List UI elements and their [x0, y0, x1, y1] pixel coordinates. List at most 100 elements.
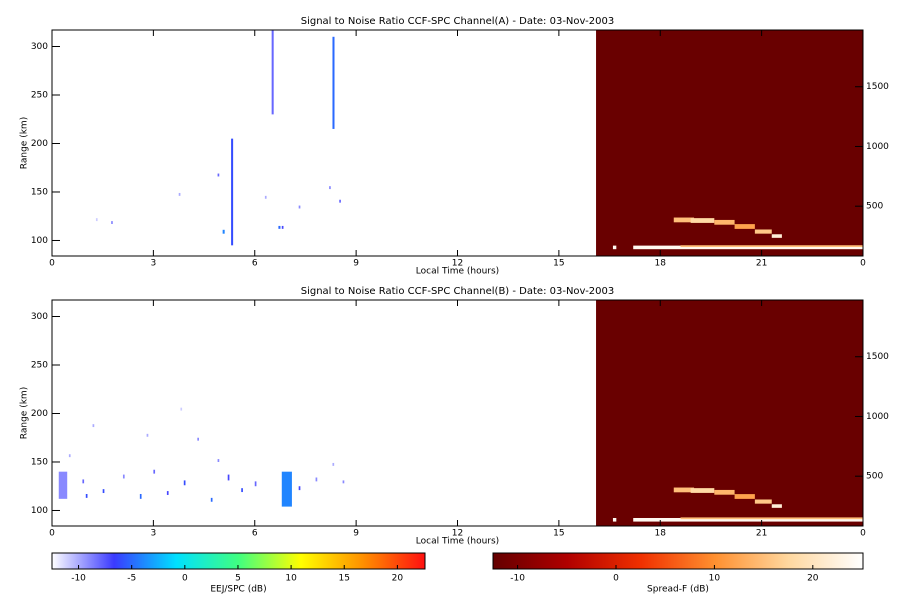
y-axis-label: Range (km) [20, 387, 30, 439]
echo-cell [339, 199, 341, 203]
x-tick-label: 9 [353, 259, 359, 269]
echo-cell [298, 486, 301, 491]
colorbar-tick-label: 20 [392, 574, 404, 584]
colorbar-tick-label: 0 [613, 574, 619, 584]
echo-cell [264, 195, 267, 199]
y-tick-label: 150 [31, 457, 48, 467]
echo-cell [111, 221, 113, 224]
echo-cell [227, 474, 230, 481]
echo-cell [210, 497, 213, 502]
y2-tick-label: 500 [866, 202, 883, 212]
echo-cell [633, 245, 863, 250]
echo-cell [153, 469, 156, 474]
plot-area [58, 300, 863, 526]
x-tick-label: 21 [756, 529, 767, 539]
x-tick-label: 18 [655, 529, 667, 539]
x-tick-label: 6 [252, 529, 258, 539]
colorbar-tick-label: 5 [235, 574, 241, 584]
echo-cell [633, 517, 863, 522]
echo-cell [146, 433, 149, 437]
colorbar-tick-label: 0 [182, 574, 188, 584]
echo-cell [690, 488, 715, 493]
echo-cell [217, 173, 220, 177]
y-tick-label: 100 [31, 506, 48, 516]
x-tick-label: 12 [452, 259, 463, 269]
y-tick-label: 300 [31, 312, 48, 322]
x-tick-label: 0 [860, 259, 866, 269]
x-tick-label: 9 [353, 529, 359, 539]
colorbar-tick-label: -5 [127, 574, 136, 584]
colorbar [51, 552, 426, 570]
echo-cell [278, 225, 281, 229]
echo-cell [734, 494, 755, 499]
echo-cell [95, 218, 98, 222]
x-tick-label: 0 [860, 529, 866, 539]
echo-cell [217, 459, 220, 462]
x-tick-label: 6 [252, 259, 258, 269]
chart-title: Signal to Noise Ratio CCF-SPC Channel(B)… [301, 286, 615, 297]
echo-cell [332, 462, 335, 466]
echo-cell [315, 477, 318, 482]
echo-cell [754, 229, 772, 234]
y-tick-label: 150 [31, 187, 48, 197]
echo-cell [122, 474, 125, 479]
echo-cell [139, 493, 142, 499]
echo-cell [92, 424, 95, 428]
echo-cell [166, 491, 169, 495]
x-tick-label: 0 [49, 259, 55, 269]
echo-cell [714, 219, 735, 225]
x-tick-label: 15 [553, 259, 564, 269]
x-tick-label: 3 [151, 529, 157, 539]
echo-cell [102, 489, 105, 494]
echo-cell [714, 489, 735, 495]
colorbar-label: Spread-F (dB) [647, 585, 709, 595]
echo-cell [281, 471, 292, 507]
plot-area [95, 30, 863, 256]
echo-cell [329, 186, 331, 190]
echo-cell [673, 217, 695, 223]
colorbar-tick-label: 10 [285, 574, 297, 584]
y-tick-label: 200 [31, 409, 48, 419]
y-tick-label: 200 [31, 139, 48, 149]
chart-title: Signal to Noise Ratio CCF-SPC Channel(A)… [301, 16, 615, 27]
echo-cell [197, 437, 199, 441]
echo-cell [342, 480, 345, 484]
y2-tick-label: 1500 [866, 82, 889, 92]
echo-cell [612, 517, 617, 522]
y2-tick-label: 1000 [866, 412, 889, 422]
x-tick-label: 0 [49, 529, 55, 539]
echo-cell [680, 245, 863, 248]
echo-cell [596, 300, 863, 526]
echo-cell [596, 30, 863, 256]
y2-tick-label: 500 [866, 472, 883, 482]
echo-cell [734, 224, 755, 229]
echo-cell [771, 234, 782, 238]
echo-cell [680, 517, 863, 520]
echo-cell [183, 480, 186, 486]
echo-cell [298, 205, 301, 209]
echo-cell [771, 504, 782, 508]
y-axis-label: Range (km) [20, 117, 30, 169]
colorbar-label: EEJ/SPC (dB) [210, 585, 266, 595]
echo-cell [178, 192, 181, 196]
echo-cell [58, 471, 68, 499]
echo-cell [271, 30, 274, 115]
x-axis-label: Local Time (hours) [416, 267, 499, 277]
echo-cell [281, 225, 284, 229]
echo-cell [690, 218, 715, 223]
echo-cell [222, 229, 225, 234]
colorbar-tick-label: 15 [339, 574, 350, 584]
x-tick-label: 3 [151, 259, 157, 269]
colorbar-tick-label: -10 [510, 574, 525, 584]
echo-cell [82, 479, 85, 484]
y2-tick-label: 1500 [866, 352, 889, 362]
colorbar [492, 552, 864, 570]
y-tick-label: 250 [31, 90, 48, 100]
y-tick-label: 250 [31, 360, 48, 370]
echo-cell [673, 487, 695, 493]
echo-cell [180, 407, 183, 411]
echo-cell [612, 245, 617, 250]
echo-cell [231, 138, 234, 246]
x-tick-label: 18 [655, 259, 667, 269]
x-axis-label: Local Time (hours) [416, 537, 499, 547]
